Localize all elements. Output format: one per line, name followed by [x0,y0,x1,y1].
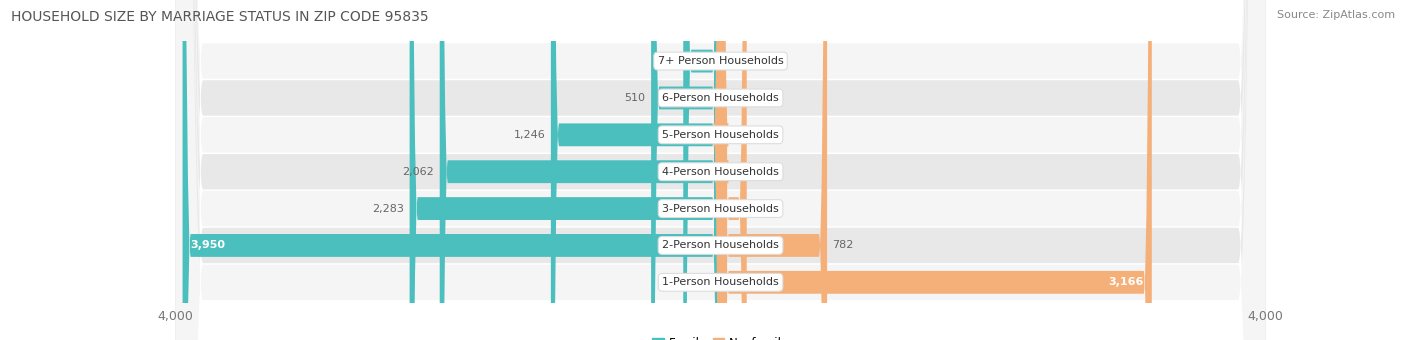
Text: 7+ Person Households: 7+ Person Households [658,56,783,66]
Text: 3-Person Households: 3-Person Households [662,204,779,214]
FancyBboxPatch shape [183,0,721,340]
Text: Source: ZipAtlas.com: Source: ZipAtlas.com [1277,10,1395,20]
FancyBboxPatch shape [440,0,721,340]
Text: 1-Person Households: 1-Person Households [662,277,779,287]
Text: 2-Person Households: 2-Person Households [662,240,779,251]
Text: 4-Person Households: 4-Person Households [662,167,779,177]
Text: 274: 274 [657,56,678,66]
FancyBboxPatch shape [176,0,1265,340]
Text: 20: 20 [728,167,742,177]
FancyBboxPatch shape [721,0,747,340]
Text: 2,062: 2,062 [402,167,434,177]
FancyBboxPatch shape [683,0,721,340]
Text: 5-Person Households: 5-Person Households [662,130,779,140]
Text: 1,246: 1,246 [513,130,546,140]
Text: 2,283: 2,283 [373,204,404,214]
FancyBboxPatch shape [176,0,1265,340]
Text: 782: 782 [832,240,853,251]
FancyBboxPatch shape [176,0,1265,340]
FancyBboxPatch shape [721,0,827,340]
FancyBboxPatch shape [176,0,1265,340]
FancyBboxPatch shape [176,0,1265,340]
Text: 6: 6 [727,130,734,140]
FancyBboxPatch shape [409,0,721,340]
Legend: Family, Nonfamily: Family, Nonfamily [647,332,794,340]
FancyBboxPatch shape [176,0,1265,340]
Text: 3,166: 3,166 [1108,277,1143,287]
FancyBboxPatch shape [651,0,721,340]
Text: 3,950: 3,950 [191,240,226,251]
FancyBboxPatch shape [713,0,728,340]
Text: 6-Person Households: 6-Person Households [662,93,779,103]
Text: HOUSEHOLD SIZE BY MARRIAGE STATUS IN ZIP CODE 95835: HOUSEHOLD SIZE BY MARRIAGE STATUS IN ZIP… [11,10,429,24]
Text: 192: 192 [752,204,773,214]
FancyBboxPatch shape [551,0,721,340]
FancyBboxPatch shape [176,0,1265,340]
FancyBboxPatch shape [716,0,728,340]
Text: 510: 510 [624,93,645,103]
FancyBboxPatch shape [721,0,1152,340]
